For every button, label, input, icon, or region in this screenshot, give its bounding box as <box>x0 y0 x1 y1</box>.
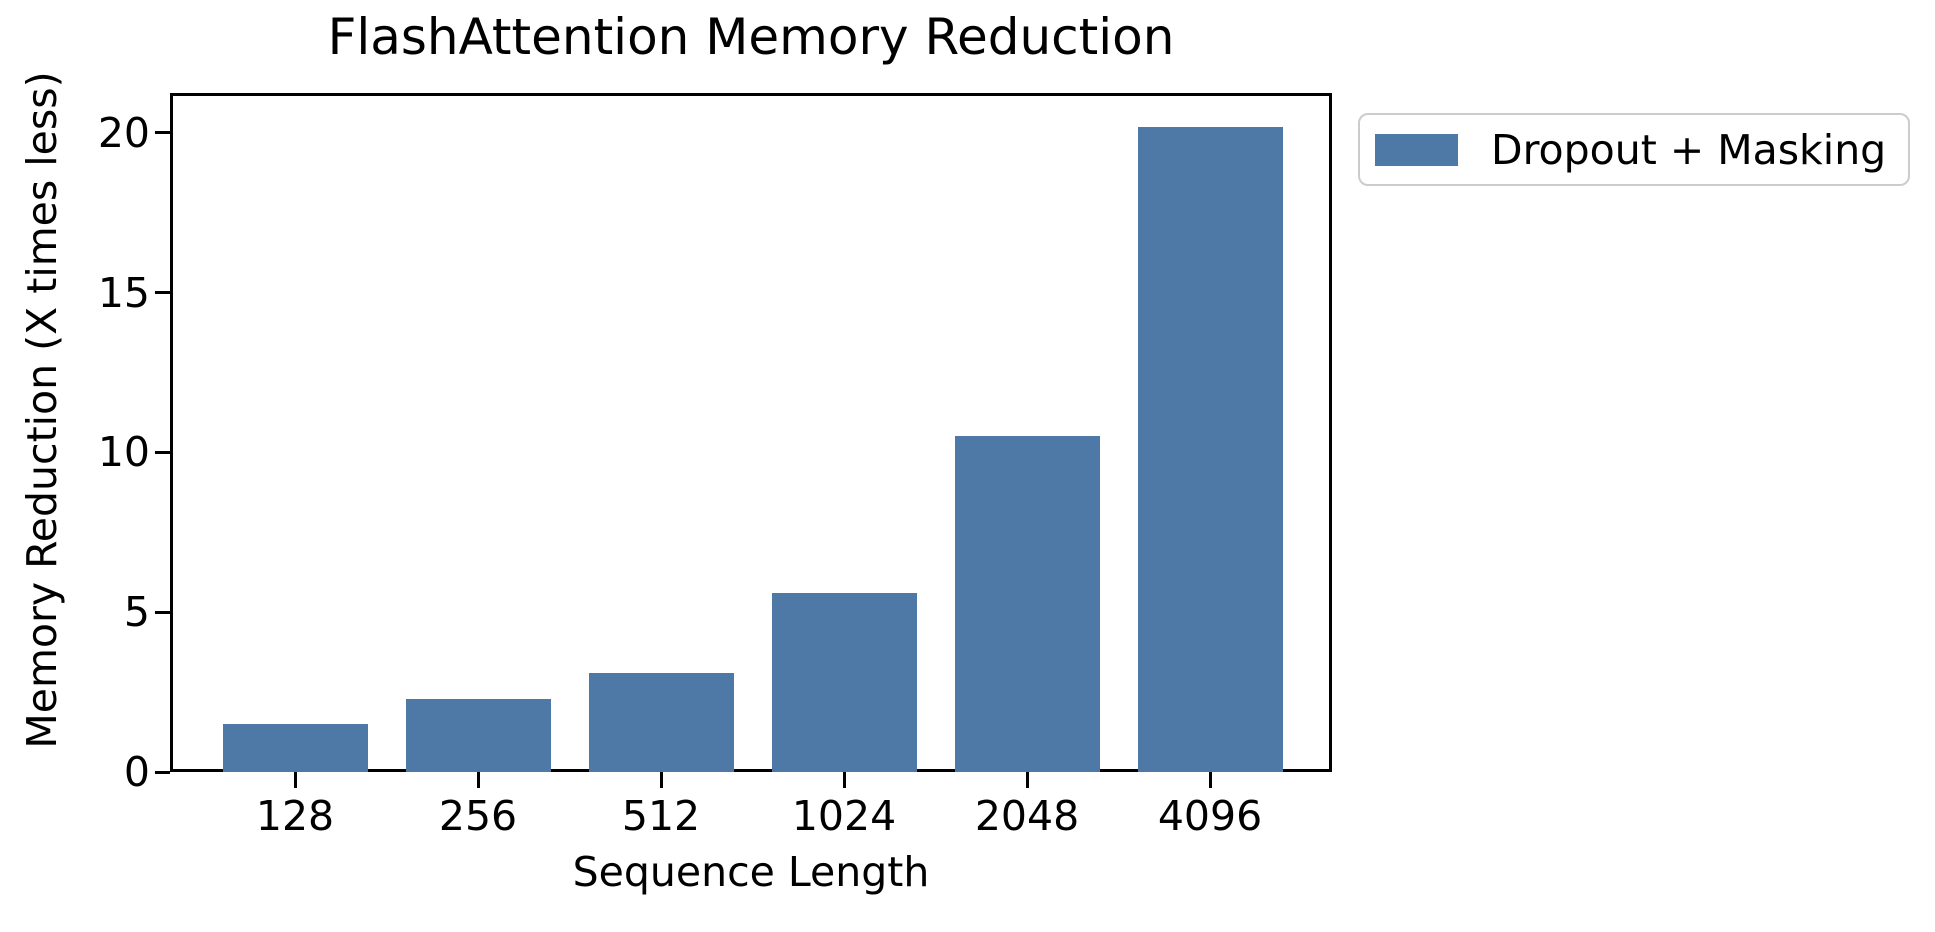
bar-256 <box>405 698 551 772</box>
x-tick-mark <box>476 772 480 788</box>
x-tick-mark <box>659 772 663 788</box>
x-tick-mark <box>842 772 846 788</box>
y-tick-mark <box>155 291 170 295</box>
y-tick-mark <box>155 770 170 774</box>
legend-label: Dropout + Masking <box>1491 125 1887 174</box>
y-tick-label: 15 <box>97 268 150 317</box>
x-tick-mark <box>293 772 297 788</box>
x-tick-label: 1024 <box>791 792 897 840</box>
x-tick-mark <box>1208 772 1212 788</box>
x-axis-label: Sequence Length <box>572 848 930 896</box>
y-tick-label: 0 <box>123 748 150 796</box>
legend: Dropout + Masking <box>1358 113 1910 186</box>
y-tick-label: 5 <box>123 588 150 637</box>
bar-2048 <box>954 436 1100 772</box>
bar-4096 <box>1137 126 1283 772</box>
bar-1024 <box>771 593 917 772</box>
y-tick-label: 10 <box>97 428 150 477</box>
x-tick-mark <box>1025 772 1029 788</box>
y-axis-label: Memory Reduction (X times less) <box>18 71 66 749</box>
x-tick-label: 4096 <box>1157 792 1263 840</box>
chart-title: FlashAttention Memory Reduction <box>327 8 1175 66</box>
y-tick-mark <box>155 610 170 614</box>
bar-128 <box>222 724 368 772</box>
x-tick-label: 256 <box>438 792 518 840</box>
x-tick-label: 2048 <box>974 792 1080 840</box>
y-tick-mark <box>155 131 170 135</box>
x-tick-label: 128 <box>255 792 335 840</box>
y-tick-label: 20 <box>97 108 150 157</box>
bar-512 <box>588 672 734 772</box>
x-tick-label: 512 <box>621 792 701 840</box>
y-tick-mark <box>155 450 170 454</box>
legend-swatch <box>1375 133 1458 166</box>
